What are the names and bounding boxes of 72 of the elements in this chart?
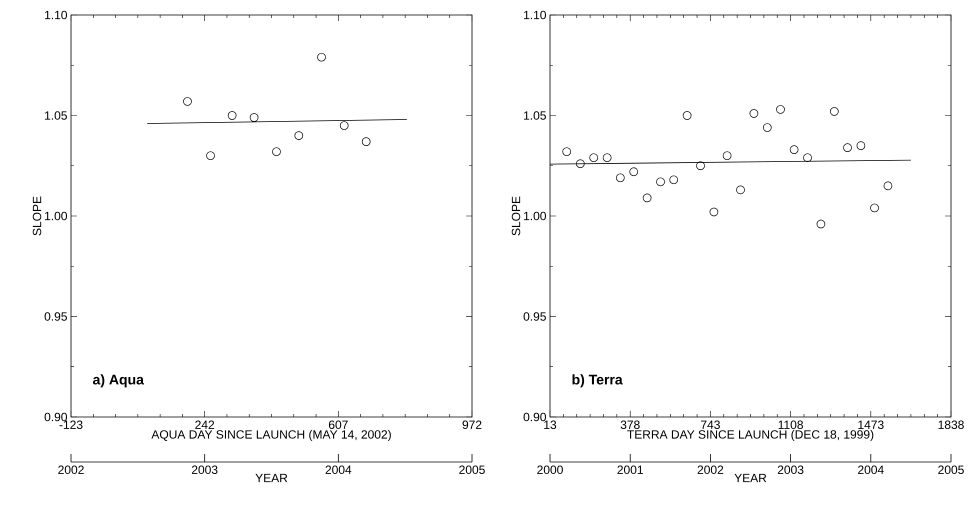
- x-tick-label: 1108: [778, 420, 803, 430]
- y-tick-label: 1.00: [524, 212, 546, 220]
- x-tick-label: 743: [701, 420, 720, 430]
- x2-tick-label: 2002: [698, 466, 724, 474]
- x2-tick-label: 2004: [326, 466, 352, 474]
- point: [669, 175, 678, 184]
- point: [884, 181, 892, 190]
- point: [562, 147, 572, 156]
- point: [870, 204, 879, 212]
- point: [250, 113, 258, 122]
- point: [272, 147, 281, 156]
- x2-tick-label: 2004: [858, 466, 884, 474]
- x-tick-label: 972: [462, 420, 482, 430]
- y-axis-title: SLOPE: [32, 196, 42, 236]
- point: [642, 194, 652, 202]
- point: [629, 167, 638, 176]
- y-tick-label: 0.90: [44, 412, 68, 422]
- x2-tick-label: 2003: [192, 466, 218, 474]
- x2-tick-label: 2005: [938, 466, 964, 474]
- x2-tick-label: 2003: [778, 466, 804, 474]
- point: [696, 161, 705, 170]
- point: [589, 153, 598, 162]
- y-tick-label: 1.05: [45, 111, 67, 120]
- annotation: a) Aqua: [92, 374, 144, 388]
- point: [803, 153, 812, 162]
- point: [856, 141, 866, 150]
- point: [682, 111, 692, 120]
- y-tick-label: 1.00: [45, 212, 68, 220]
- x-tick-label: 242: [195, 420, 214, 429]
- point: [816, 220, 826, 228]
- point: [576, 159, 585, 168]
- point: [340, 121, 349, 130]
- x-axis-title: AQUA DAY SINCE LAUNCH (MAY 14, 2002): [151, 430, 391, 442]
- x2-tick-label: 2005: [459, 466, 485, 474]
- y-axis-title: SLOPE: [512, 196, 520, 236]
- point: [722, 151, 732, 160]
- point: [616, 173, 625, 182]
- point: [294, 131, 304, 140]
- point: [183, 97, 192, 106]
- x-axis-title: TERRA DAY SINCE LAUNCH (DEC 18, 1999): [627, 430, 874, 442]
- x-tick-label: 607: [328, 420, 348, 430]
- point: [843, 143, 852, 152]
- x-tick-label: 1838: [938, 420, 964, 430]
- point: [602, 153, 612, 162]
- y-tick-label: 1.10: [524, 10, 546, 20]
- point: [317, 52, 326, 62]
- point: [206, 151, 215, 160]
- x2-axis-title: YEAR: [734, 474, 766, 482]
- x-tick-label: 1473: [858, 420, 884, 430]
- y-tick-label: 0.95: [44, 312, 67, 321]
- point: [790, 145, 798, 154]
- y-tick-label: 0.95: [524, 312, 546, 321]
- point: [710, 208, 718, 216]
- y-tick-label: 1.10: [45, 10, 68, 20]
- point: [750, 109, 758, 118]
- y-tick-label: 1.05: [524, 111, 546, 120]
- x-tick-label: -123: [60, 420, 82, 430]
- point: [362, 137, 371, 146]
- x-tick-label: 13: [544, 420, 556, 430]
- annotation: b) Terra: [572, 374, 623, 388]
- x2-tick-label: 2000: [537, 466, 563, 474]
- point: [228, 111, 236, 120]
- point: [736, 186, 745, 194]
- point: [656, 177, 665, 186]
- point: [830, 107, 839, 116]
- x2-tick-label: 2001: [617, 466, 643, 474]
- x-tick-label: 378: [620, 420, 640, 430]
- x2-tick-label: 2002: [58, 466, 84, 474]
- y-tick-label: 0.90: [524, 412, 546, 422]
- x2-axis-title: YEAR: [255, 474, 288, 482]
- point: [776, 105, 785, 114]
- point: [762, 123, 772, 132]
